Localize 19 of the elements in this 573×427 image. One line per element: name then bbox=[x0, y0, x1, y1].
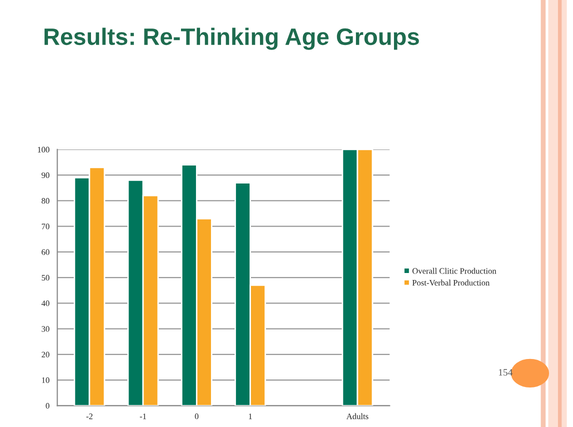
x-tick-label: Adults bbox=[346, 413, 368, 420]
x-tick-label: 0 bbox=[194, 414, 198, 420]
x-tick-label: -2 bbox=[86, 414, 92, 420]
chart-title: Results: Re-Thinking Age Groups bbox=[44, 28, 419, 50]
y-tick-label: 0 bbox=[46, 403, 50, 409]
y-tick-label: 80 bbox=[42, 198, 50, 204]
y-tick-label: 30 bbox=[42, 326, 50, 332]
y-tick-label: 70 bbox=[42, 224, 50, 230]
y-tick-label: 20 bbox=[42, 352, 50, 358]
x-tick-label: 1 bbox=[248, 414, 252, 420]
legend-label: Post-Verbal Production bbox=[412, 280, 490, 286]
y-tick-label: 40 bbox=[41, 300, 50, 306]
y-tick-label: 90 bbox=[42, 172, 50, 178]
y-tick-label: 100 bbox=[38, 146, 50, 152]
y-tick-label: 60 bbox=[42, 249, 50, 255]
x-tick-label: -1 bbox=[140, 414, 146, 420]
y-tick-label: 50 bbox=[42, 274, 50, 281]
y-tick-label: 10 bbox=[42, 377, 50, 384]
legend-label: Overall Clitic Production bbox=[412, 268, 496, 274]
